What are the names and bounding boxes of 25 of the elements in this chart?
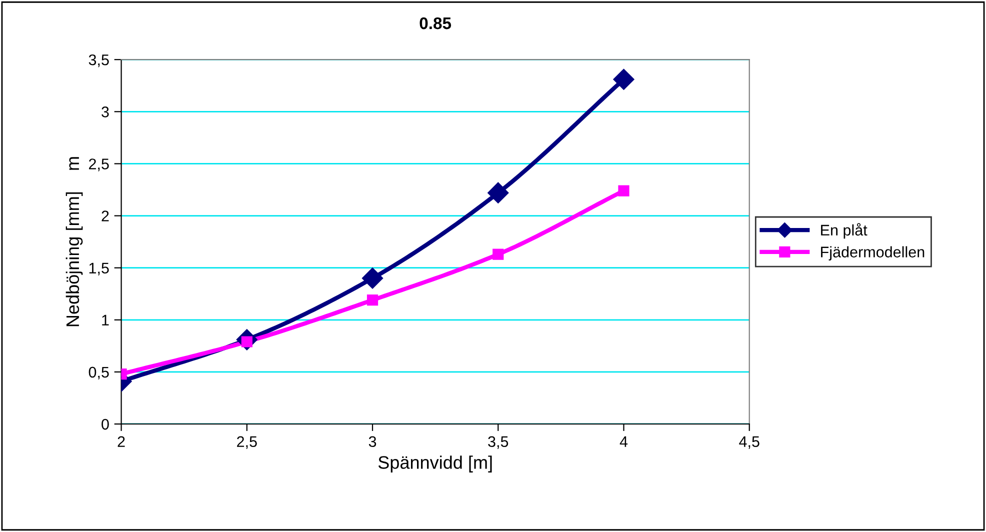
y-tick-label: 0,5 bbox=[88, 366, 109, 380]
legend-label: Fjädermodellen bbox=[821, 246, 924, 260]
x-tick-label: 4 bbox=[620, 436, 628, 447]
x-tick-label: 4,5 bbox=[739, 436, 760, 449]
legend-label: En plåt bbox=[821, 223, 868, 239]
point bbox=[362, 268, 384, 289]
chart-title: 0.85 bbox=[420, 17, 452, 30]
y-tick-label: 1,5 bbox=[89, 262, 109, 276]
point bbox=[613, 68, 634, 90]
point bbox=[492, 248, 504, 260]
y-tick-label: 1 bbox=[102, 314, 109, 326]
point bbox=[366, 294, 378, 306]
y-axis-title: Nedböjning [mm] m bbox=[66, 157, 83, 326]
y-tick-label: 2,5 bbox=[89, 158, 109, 172]
point bbox=[488, 182, 509, 204]
point bbox=[618, 185, 630, 196]
y-tick-label: 2 bbox=[102, 210, 109, 222]
x-tick-label: 2,5 bbox=[237, 436, 257, 449]
y-tick-label: 3,5 bbox=[88, 54, 109, 68]
y-tick-label: 3 bbox=[102, 106, 109, 118]
x-tick-label: 3,5 bbox=[488, 436, 508, 449]
x-axis-title: Spännvidd [m] bbox=[378, 456, 492, 472]
x-tick-label: 3 bbox=[368, 436, 376, 448]
x-tick-label: 2 bbox=[118, 436, 125, 447]
y-tick-label: 0 bbox=[102, 418, 109, 430]
